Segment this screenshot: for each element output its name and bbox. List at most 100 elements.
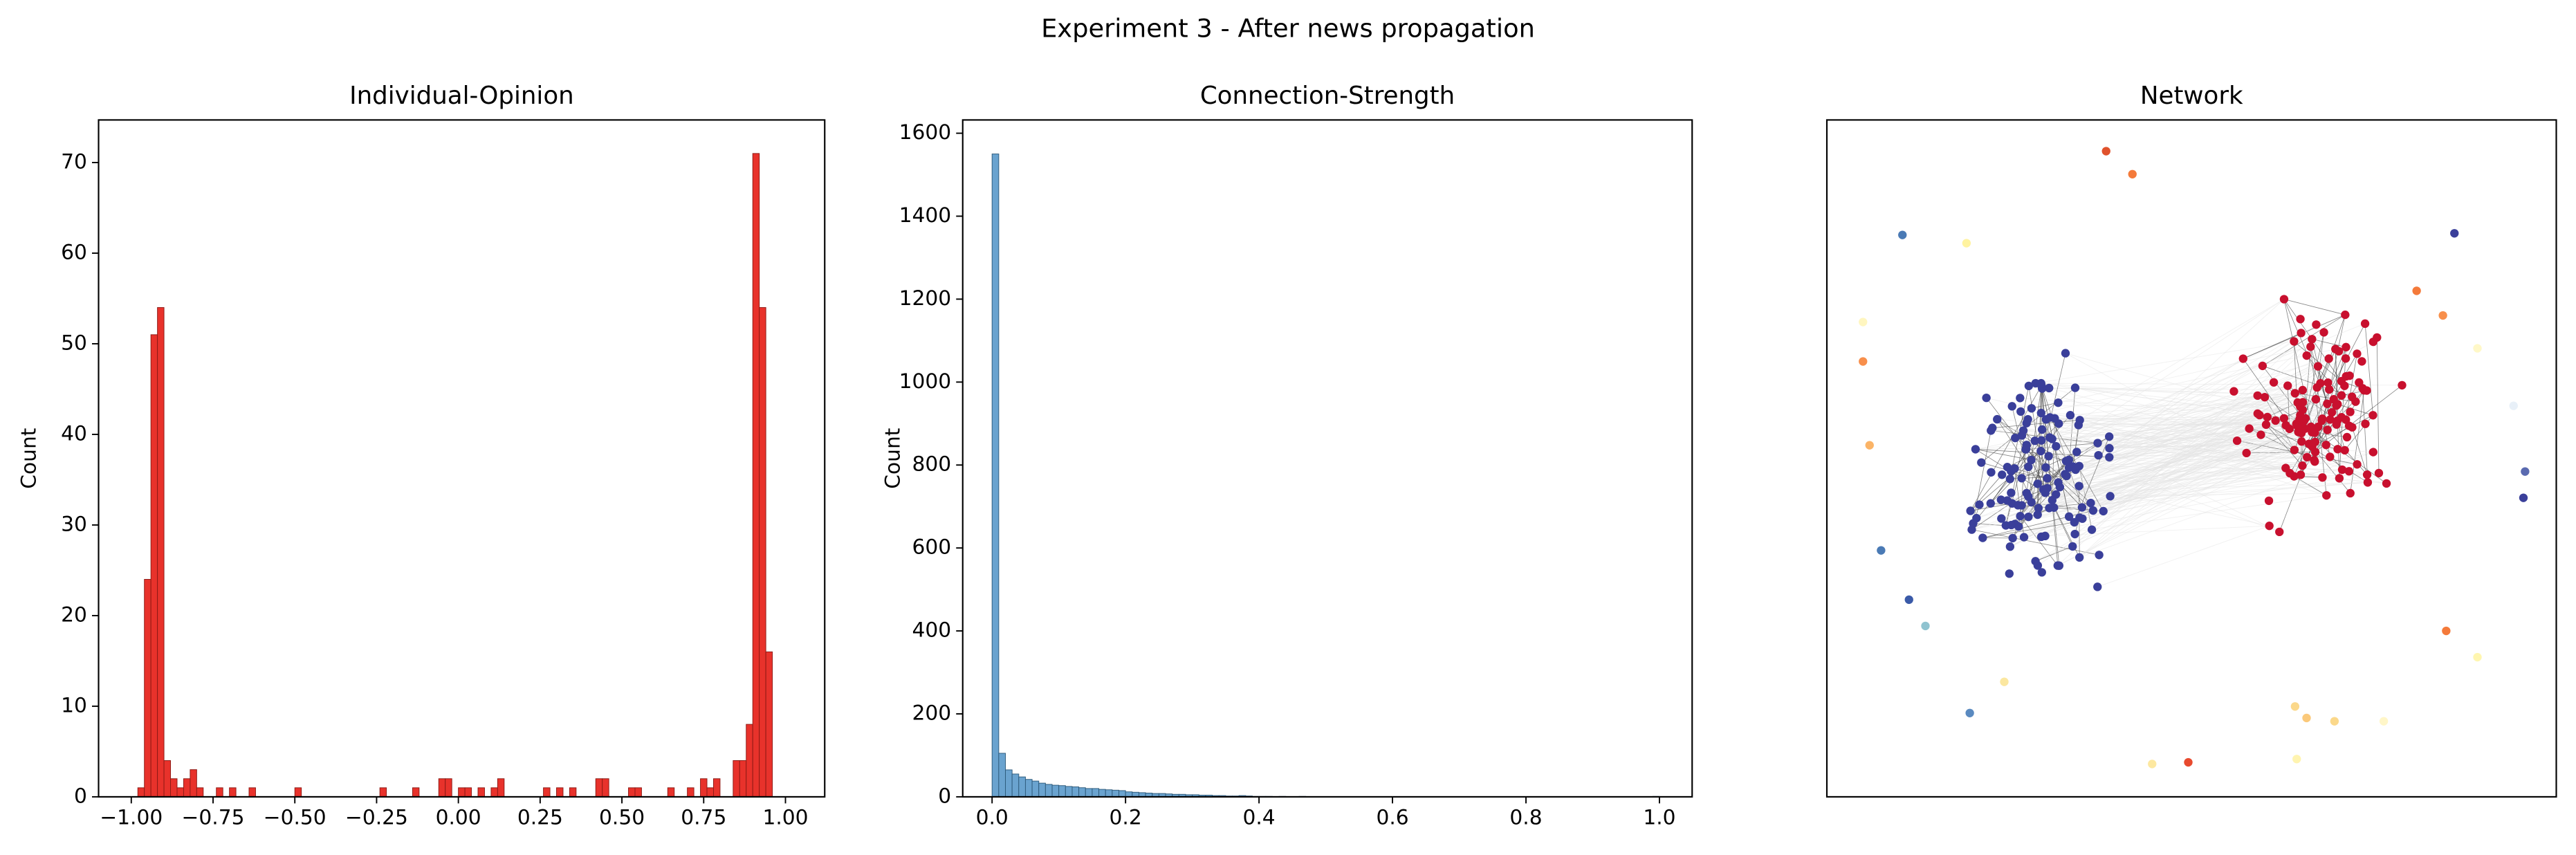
network-node	[2014, 501, 2023, 510]
network-node	[2043, 484, 2052, 493]
histogram-bar	[1078, 787, 1086, 798]
network-node	[2253, 409, 2262, 419]
histogram-bar	[765, 651, 773, 798]
network-edge	[2028, 414, 2301, 517]
network-node	[2325, 385, 2334, 394]
network-node	[2050, 414, 2059, 423]
network-node	[2003, 496, 2012, 505]
network-edge	[2041, 349, 2336, 414]
network-node	[2326, 452, 2335, 461]
network-node	[1987, 468, 1996, 477]
figure-title: Experiment 3 - After news propagation	[1041, 13, 1535, 43]
network-node	[2074, 481, 2083, 490]
network-node	[2033, 479, 2042, 488]
y-tick-label: 1200	[899, 286, 952, 310]
network-node	[2027, 404, 2036, 413]
histogram-bar	[1065, 786, 1073, 798]
network-node	[1962, 239, 1971, 248]
network-node	[2036, 446, 2045, 456]
network-node	[2357, 357, 2366, 366]
network-edge	[2103, 418, 2306, 512]
histogram-bar	[1071, 787, 1080, 798]
network-node	[2016, 407, 2025, 416]
network-node	[2095, 551, 2104, 560]
network-node	[2030, 436, 2039, 445]
network-node	[2509, 401, 2518, 410]
network-edge	[2315, 385, 2402, 452]
network-node	[2232, 436, 2242, 445]
network-edge	[2294, 476, 2327, 496]
network-edge	[1976, 382, 2328, 519]
network-node	[1859, 357, 1868, 366]
histogram-bar	[1045, 784, 1053, 798]
network-node	[1978, 533, 1987, 542]
network-node	[1986, 499, 1995, 508]
histogram-bar	[706, 787, 714, 798]
network-edge	[2074, 387, 2261, 436]
y-tick-label: 70	[61, 149, 87, 173]
y-tick-label: 200	[912, 700, 951, 724]
network-node	[1971, 445, 1980, 454]
network-node	[2333, 445, 2342, 454]
network-node	[2318, 473, 2327, 482]
network-node	[2019, 533, 2029, 542]
histogram-bar	[746, 724, 753, 798]
network-edge	[2028, 413, 2258, 497]
network-node	[2242, 448, 2251, 458]
network-node	[1865, 441, 1874, 450]
x-tick-label: −1.00	[100, 805, 163, 829]
network-node	[2324, 354, 2333, 363]
network-node	[2094, 450, 2103, 460]
network-node	[2064, 455, 2074, 464]
x-tick-label: 0.6	[1376, 805, 1408, 829]
network-node	[2318, 414, 2327, 423]
network-node	[2045, 504, 2054, 513]
network-node	[2442, 626, 2451, 636]
network-node	[2374, 468, 2384, 478]
x-tick-label: 0.25	[517, 805, 563, 829]
network-node	[2373, 333, 2382, 342]
network-node	[2128, 169, 2137, 178]
histogram-bar	[1125, 791, 1133, 798]
histogram-bar	[687, 787, 694, 798]
network-node	[2321, 440, 2330, 450]
network-node	[1997, 514, 2006, 523]
histogram-bar	[1092, 788, 1100, 798]
network-node	[2342, 371, 2350, 381]
network-node	[2048, 495, 2057, 505]
network-edge	[2097, 525, 2270, 587]
network-node	[2024, 492, 2033, 501]
network-edge	[2026, 423, 2357, 465]
network-edge	[2283, 299, 2316, 443]
network-node	[2327, 407, 2337, 417]
histogram-bar	[183, 778, 191, 798]
network-edge	[2049, 481, 2368, 508]
network-edge	[2031, 341, 2294, 503]
network-node	[2368, 411, 2377, 420]
network-edge	[2035, 383, 2338, 405]
network-edge	[2072, 432, 2312, 547]
y-tick-label: 50	[61, 330, 87, 354]
network-node	[1966, 506, 1975, 515]
histogram-bar	[163, 760, 172, 798]
network-node	[2295, 414, 2304, 424]
network-node	[2353, 460, 2362, 469]
network-node	[2017, 474, 2026, 483]
network-node	[2238, 354, 2247, 363]
network-node	[2335, 474, 2344, 483]
network-edge	[2049, 299, 2285, 438]
network-node	[2324, 378, 2333, 387]
network-node	[2041, 531, 2050, 541]
network-node	[2027, 455, 2036, 465]
network-node	[2398, 380, 2407, 390]
histogram-bar	[634, 787, 642, 798]
histogram-bar	[157, 307, 165, 798]
network-edge	[2335, 349, 2340, 479]
network-node	[2368, 448, 2377, 457]
histogram-bar	[170, 778, 178, 798]
network-node	[1988, 423, 1997, 432]
histogram-bar	[1112, 789, 1119, 798]
network-edge	[2031, 402, 2059, 409]
network-node	[2310, 457, 2319, 466]
